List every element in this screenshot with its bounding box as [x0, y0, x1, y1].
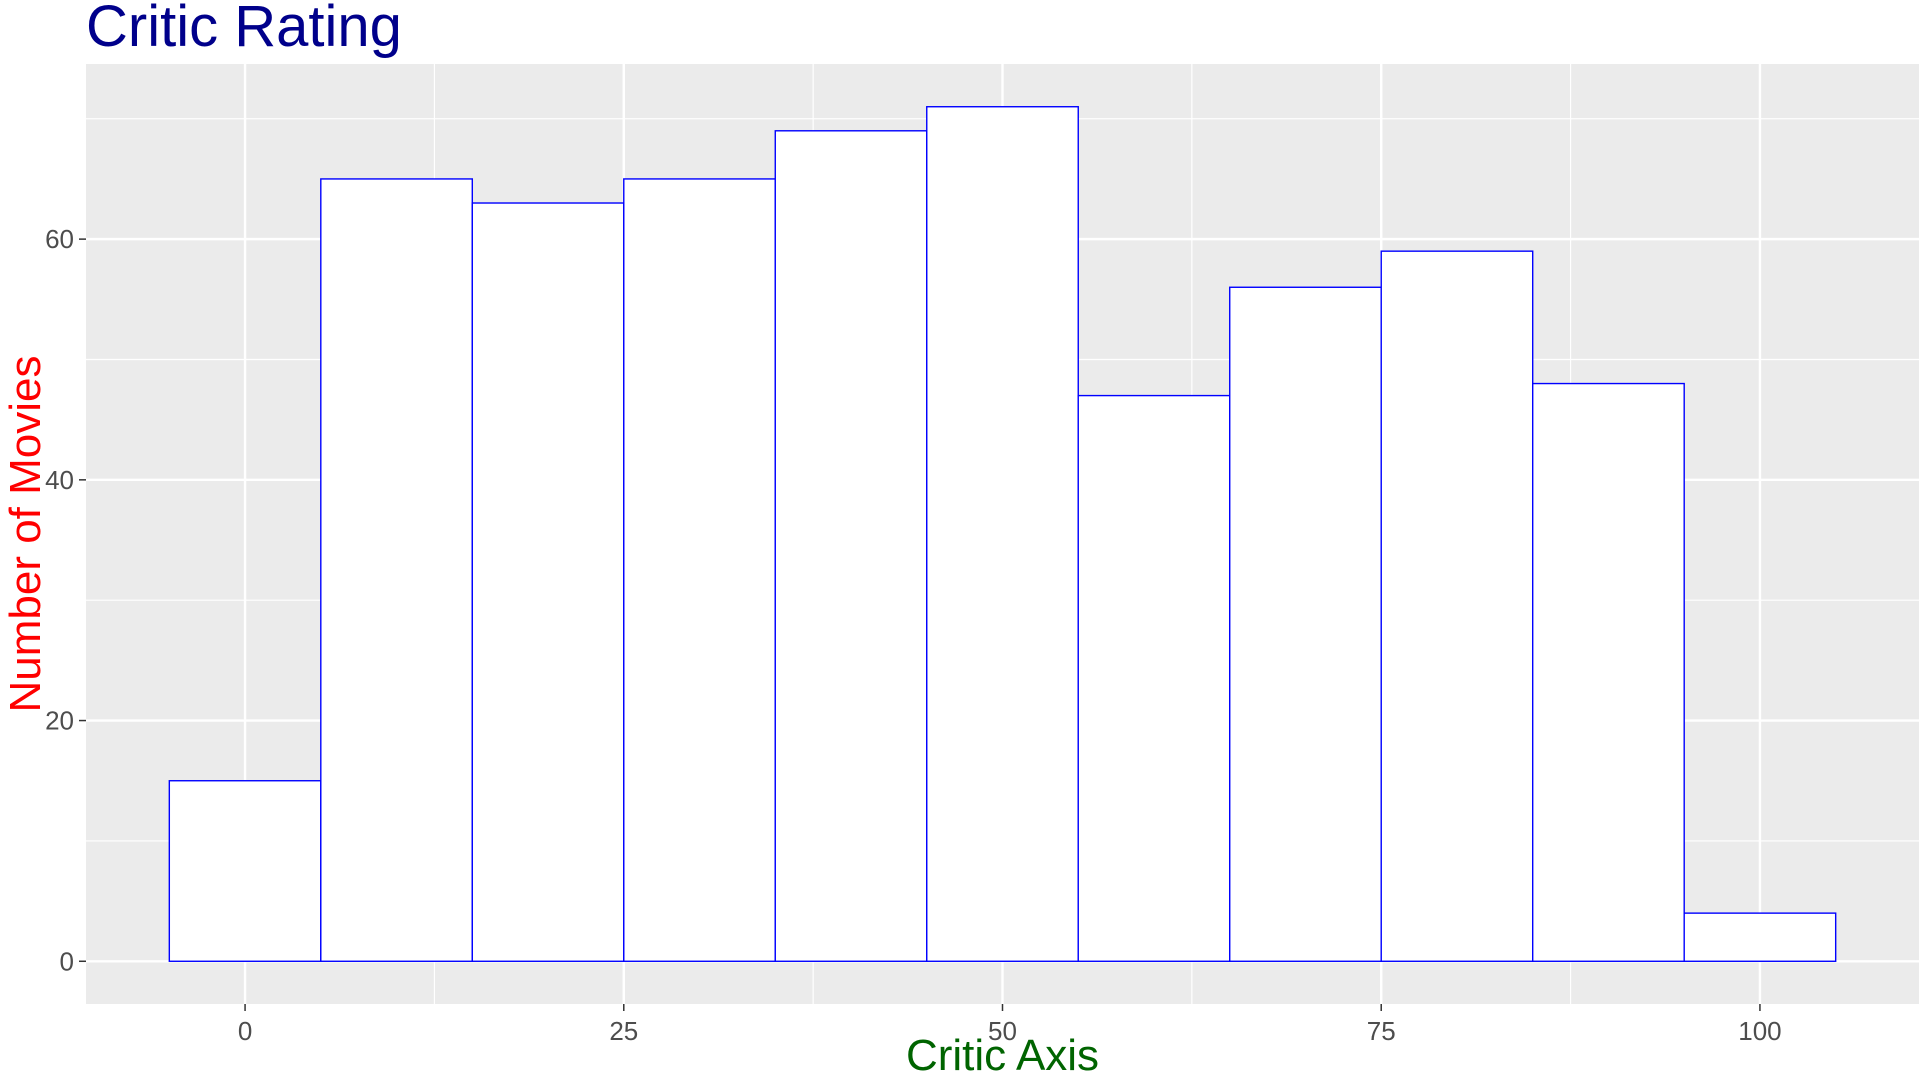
histogram-bar	[1380, 250, 1534, 962]
y-tick-label: 40	[45, 465, 74, 495]
histogram-bar	[1683, 912, 1837, 962]
histogram-bar	[1229, 286, 1382, 962]
histogram-bar	[320, 178, 473, 962]
histogram-bar	[471, 202, 625, 962]
histogram-bar	[774, 130, 928, 962]
histogram-bar	[926, 106, 1079, 962]
histogram-bar	[623, 178, 776, 962]
x-tick-label: 50	[988, 1016, 1017, 1046]
x-tick-label: 25	[609, 1016, 638, 1046]
histogram-bar	[1077, 394, 1231, 962]
y-tick-label: 20	[45, 706, 74, 736]
x-tick-label: 100	[1738, 1016, 1781, 1046]
y-axis-title: Number of Movies	[1, 355, 50, 712]
x-tick-label: 75	[1367, 1016, 1396, 1046]
x-axis-title: Critic Axis	[906, 1031, 1099, 1080]
chart-title: Critic Rating	[86, 0, 402, 59]
y-tick-label: 60	[45, 224, 74, 254]
histogram-bar	[168, 780, 322, 962]
x-tick-label: 0	[238, 1016, 252, 1046]
y-axis-ticks: 0 20 40 60	[45, 224, 86, 976]
y-tick-label: 0	[60, 946, 74, 976]
histogram-bars	[168, 106, 1837, 962]
histogram-bar	[1532, 382, 1685, 962]
x-axis-ticks: 0 25 50 75 100	[238, 1004, 1782, 1046]
